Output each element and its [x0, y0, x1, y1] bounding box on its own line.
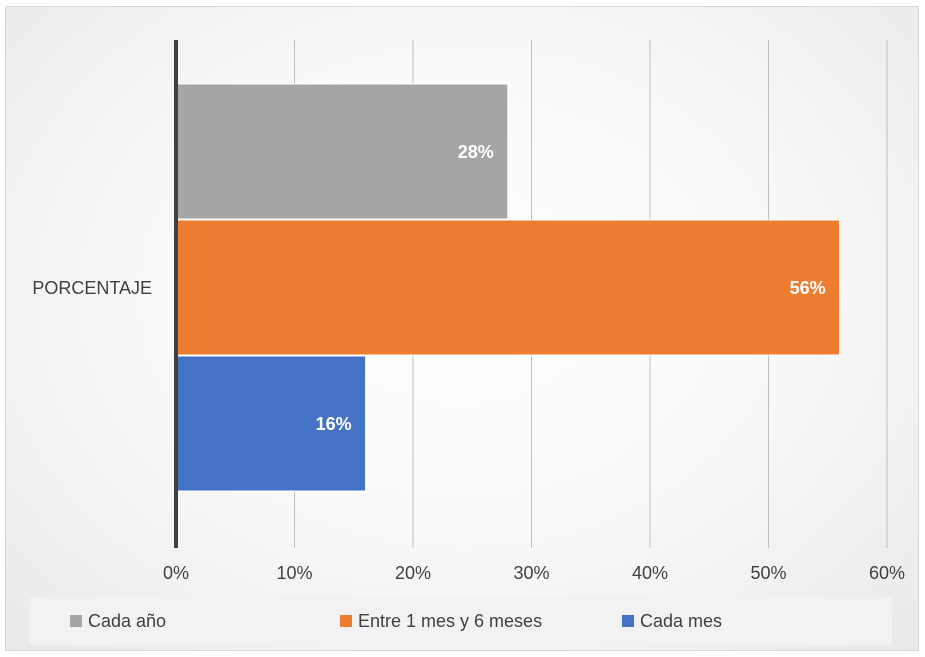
- data-label-2: 16%: [316, 414, 352, 434]
- bars: 28% 56% 16%: [175, 83, 841, 492]
- legend-item-entre-1-y-6-meses: Entre 1 mes y 6 meses: [340, 597, 542, 645]
- legend-item-cada-mes: Cada mes: [622, 597, 722, 645]
- legend: Cada año Entre 1 mes y 6 meses Cada mes: [30, 597, 892, 645]
- x-tick-label-1: 10%: [276, 563, 312, 583]
- legend-label-cada-mes: Cada mes: [640, 610, 723, 631]
- x-tick-label-0: 0%: [163, 563, 189, 583]
- x-tick-label-2: 20%: [395, 563, 431, 583]
- legend-label-entre-1-y-6-meses: Entre 1 mes y 6 meses: [358, 610, 543, 631]
- bar-0: [175, 83, 509, 220]
- x-tick-label-5: 50%: [750, 563, 786, 583]
- x-tick-label-3: 30%: [513, 563, 549, 583]
- legend-item-cada-ano: Cada año: [70, 597, 166, 645]
- data-label-0: 28%: [458, 142, 494, 162]
- x-tick-labels: 0% 10% 20% 30% 40% 50% 60%: [163, 563, 905, 583]
- legend-swatch-cada-ano: [70, 615, 82, 627]
- bar-2: [175, 355, 367, 492]
- legend-swatch-entre-1-y-6-meses: [340, 615, 352, 627]
- data-label-1: 56%: [790, 278, 826, 298]
- legend-swatch-cada-mes: [622, 615, 634, 627]
- x-tick-label-4: 40%: [632, 563, 668, 583]
- bar-1: [175, 219, 841, 356]
- x-tick-label-6: 60%: [869, 563, 905, 583]
- category-label: PORCENTAJE: [32, 278, 152, 298]
- legend-label-cada-ano: Cada año: [88, 610, 167, 631]
